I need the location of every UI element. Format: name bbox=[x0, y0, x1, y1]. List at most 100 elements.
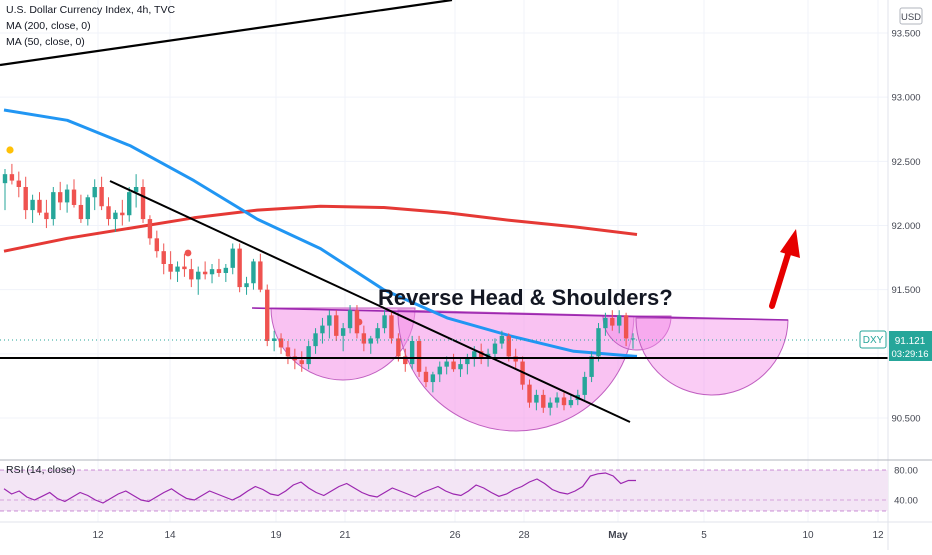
candle-body bbox=[347, 310, 353, 329]
pattern-shapes bbox=[251, 307, 789, 432]
candle-body bbox=[541, 394, 546, 408]
time-tick-label: May bbox=[608, 530, 628, 541]
candle-body bbox=[506, 335, 511, 357]
candle-body bbox=[196, 271, 201, 280]
candle-body bbox=[320, 325, 325, 334]
candle-body bbox=[409, 341, 415, 365]
candle-body bbox=[444, 361, 449, 367]
candle-body bbox=[189, 269, 194, 280]
candle-body bbox=[147, 219, 153, 239]
candle-body bbox=[230, 248, 235, 268]
candle-body bbox=[389, 315, 394, 339]
candle-body bbox=[547, 402, 553, 408]
candle-body bbox=[554, 397, 560, 403]
candle-body bbox=[71, 189, 77, 205]
last-price-tag-box bbox=[889, 331, 932, 361]
candle-body bbox=[458, 364, 463, 370]
candle-body bbox=[437, 366, 442, 375]
candle-body bbox=[313, 333, 318, 347]
candle-body bbox=[382, 315, 387, 329]
candle-body bbox=[451, 361, 456, 370]
candle-body bbox=[44, 212, 49, 220]
candle-body bbox=[9, 174, 15, 181]
rsi-tick-label: 80.00 bbox=[894, 466, 918, 477]
legend-rsi[interactable]: RSI (14, close) bbox=[6, 464, 76, 476]
rsi-ticks: 80.00 40.00 bbox=[894, 466, 918, 507]
price-tick-label: 92.000 bbox=[891, 221, 920, 232]
candle-body bbox=[64, 189, 70, 203]
candle-body bbox=[396, 338, 401, 357]
candle-body bbox=[127, 192, 132, 216]
candle-body bbox=[113, 212, 118, 220]
candle-body bbox=[265, 289, 270, 341]
legend-ma200[interactable]: MA (200, close, 0) bbox=[6, 20, 91, 32]
candle-body bbox=[140, 187, 146, 220]
up-arrow-icon bbox=[769, 229, 800, 309]
candle-body bbox=[2, 174, 8, 184]
rsi-tick-label: 40.00 bbox=[894, 496, 918, 507]
candle-body bbox=[375, 328, 380, 339]
candle-body bbox=[465, 358, 470, 365]
countdown-tag: 03:29:16 bbox=[892, 349, 929, 360]
candle-body bbox=[216, 269, 222, 273]
time-tick-label: 5 bbox=[701, 530, 707, 541]
candle-body bbox=[582, 376, 587, 395]
yellow-marker bbox=[6, 146, 14, 154]
symbol-tag: DXY bbox=[863, 335, 884, 346]
candle-body bbox=[610, 317, 615, 326]
top-trendline bbox=[0, 0, 453, 67]
candle-body bbox=[182, 266, 187, 270]
candle-body bbox=[106, 206, 111, 220]
candle-body bbox=[120, 212, 125, 216]
currency-badge[interactable]: USD bbox=[901, 12, 921, 23]
price-axis-bg[interactable] bbox=[888, 0, 932, 460]
candle-body bbox=[403, 356, 408, 365]
candle-body bbox=[361, 333, 367, 344]
candle-body bbox=[334, 315, 339, 336]
candle-body bbox=[616, 315, 622, 326]
price-tick-label: 90.500 bbox=[891, 414, 920, 425]
symbol-tag-box bbox=[859, 330, 887, 349]
chart-title[interactable]: U.S. Dollar Currency Index, 4h, TVC bbox=[6, 4, 176, 16]
rsi-line bbox=[3, 472, 636, 504]
price-tick-label: 93.500 bbox=[891, 29, 920, 40]
candle-body bbox=[499, 335, 505, 344]
candle-body bbox=[327, 315, 332, 326]
candle-body bbox=[154, 238, 160, 252]
candle-body bbox=[244, 283, 249, 288]
candle-body bbox=[51, 192, 56, 220]
candle-body bbox=[271, 338, 277, 341]
candle-body bbox=[237, 248, 242, 288]
time-tick-label: 10 bbox=[802, 530, 814, 541]
legend-ma50[interactable]: MA (50, close, 0) bbox=[6, 36, 85, 48]
price-tick-label: 92.500 bbox=[891, 157, 920, 168]
candle-body bbox=[85, 197, 91, 220]
price-tick-label: 93.000 bbox=[891, 93, 920, 104]
candle-body bbox=[478, 351, 484, 359]
rsi-path bbox=[3, 472, 636, 504]
red-marker-2 bbox=[355, 318, 363, 326]
currency-badge-box[interactable] bbox=[899, 7, 923, 25]
candle-body bbox=[603, 317, 608, 329]
price-grid bbox=[0, 0, 888, 522]
candle-body bbox=[30, 199, 35, 211]
descending-trendline bbox=[109, 180, 631, 423]
candle-body bbox=[492, 343, 498, 354]
ma200-line bbox=[3, 204, 638, 253]
pattern-annotation: Reverse Head & Shoulders? bbox=[378, 285, 673, 310]
candle-body bbox=[99, 187, 104, 207]
candle-body bbox=[340, 328, 346, 336]
candle-body bbox=[223, 267, 229, 273]
candle-body bbox=[368, 338, 373, 344]
candle-body bbox=[37, 199, 42, 213]
candle-body bbox=[534, 394, 539, 403]
candle-body bbox=[258, 261, 263, 290]
candle-body bbox=[175, 266, 180, 272]
red-marker-1 bbox=[184, 249, 192, 257]
price-tick-label: 91.500 bbox=[891, 285, 920, 296]
candle-body bbox=[23, 187, 28, 211]
candle-body bbox=[527, 384, 532, 403]
time-tick-label: 21 bbox=[339, 530, 351, 541]
